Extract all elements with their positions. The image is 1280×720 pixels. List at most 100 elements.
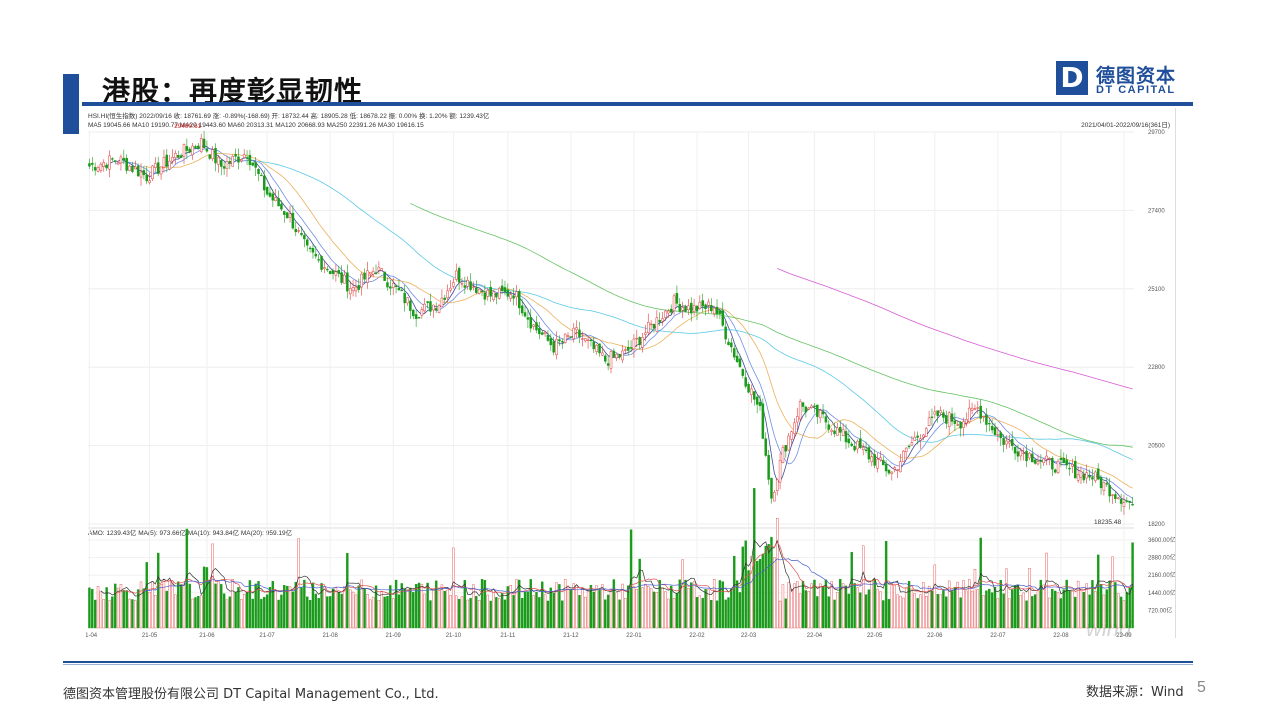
candle-body <box>1079 470 1083 478</box>
volume-bar <box>701 597 704 629</box>
candle-body <box>864 449 868 451</box>
candle-body <box>609 351 613 369</box>
candle-body <box>1048 457 1051 460</box>
axis-labels: 29700 27400 25100 22800 20500 18200 3600.00亿 28… <box>82 130 1176 639</box>
candle-body <box>707 301 710 306</box>
candle-body <box>156 162 160 174</box>
candle-body <box>93 167 97 171</box>
volume-bar <box>271 581 275 629</box>
volume-bar <box>916 598 919 629</box>
volume-bar <box>222 593 226 629</box>
volume-bar <box>841 583 845 629</box>
volume-bar <box>1039 579 1043 629</box>
candle-body <box>569 336 573 338</box>
candle-body <box>755 396 759 405</box>
volume-bar <box>136 589 140 629</box>
volume-bar <box>277 599 280 629</box>
volume-bar <box>475 595 478 629</box>
candle-body <box>681 307 684 311</box>
candle-body <box>985 414 988 425</box>
volume-bar <box>477 599 481 629</box>
candle-body <box>469 281 472 290</box>
volume-bar <box>1062 589 1065 629</box>
volume-bar <box>380 590 383 629</box>
volume-bar <box>859 592 862 629</box>
volume-bar <box>801 580 805 629</box>
volume-bar <box>194 597 197 629</box>
candle-body <box>1005 440 1008 445</box>
candle-body <box>1088 475 1091 478</box>
candle-body <box>850 443 853 446</box>
volume-bar <box>251 598 254 629</box>
volume-bar <box>412 592 415 629</box>
volume-bar <box>784 598 788 629</box>
price-tick-label: 18200 <box>1148 522 1165 528</box>
volume-bar <box>518 579 521 629</box>
candle-body <box>572 327 575 340</box>
price-tick-label: 25100 <box>1148 287 1165 293</box>
volume-bar <box>248 580 252 629</box>
candle-body <box>300 232 303 236</box>
volume-bar <box>1076 580 1080 629</box>
volume-bar <box>807 591 810 629</box>
volume-bar <box>1082 592 1086 629</box>
candle-body <box>615 354 618 359</box>
volume-bar <box>864 594 868 629</box>
volume-bar <box>546 600 550 629</box>
candle-body <box>847 438 851 444</box>
volume-bar <box>965 590 968 629</box>
candle-body <box>108 155 111 170</box>
volume-bar <box>300 587 303 629</box>
candle-body <box>134 166 137 170</box>
volume-bar <box>1105 589 1108 629</box>
candle-body <box>710 305 713 312</box>
candle-body <box>583 338 587 342</box>
volume-bar <box>111 596 114 629</box>
volume-bar <box>1022 592 1025 629</box>
candle-body <box>360 273 363 288</box>
candle-body <box>320 256 323 270</box>
volume-bar <box>730 588 733 629</box>
candle-body <box>990 425 994 431</box>
candle-body <box>343 274 346 284</box>
volume-bar <box>856 587 859 629</box>
volume-bar <box>910 588 914 629</box>
candle-body <box>217 156 220 165</box>
volume-bar <box>899 595 902 629</box>
candle-body <box>1028 453 1031 459</box>
candle-body <box>735 355 739 363</box>
volume-bar <box>850 551 853 629</box>
volume-bar <box>1005 568 1008 629</box>
volume-bar <box>913 593 916 629</box>
volume-bar <box>142 588 146 629</box>
candle-body <box>406 297 409 304</box>
volume-bar <box>334 587 338 629</box>
candle-body <box>721 310 725 326</box>
volume-bar <box>1114 582 1117 629</box>
volume-bar <box>197 595 200 629</box>
volume-bars <box>88 488 1134 629</box>
volume-bar <box>735 580 739 629</box>
candle-body <box>807 407 810 410</box>
date-tick-label: 21-10 <box>446 633 462 638</box>
candle-body <box>102 162 106 167</box>
volume-bar <box>1091 580 1094 629</box>
volume-bar <box>624 597 627 629</box>
volume-bar <box>578 595 581 629</box>
date-tick-label: 22-03 <box>741 633 757 638</box>
candle-body <box>222 166 226 169</box>
candle-body <box>1036 461 1040 465</box>
volume-bar <box>520 598 524 629</box>
volume-bar <box>179 584 183 629</box>
candle-body <box>265 187 269 195</box>
candle-body <box>624 349 627 351</box>
candle-body <box>730 342 733 348</box>
volume-bar <box>314 593 318 629</box>
candle-body <box>738 358 742 367</box>
volume-bar <box>558 584 561 629</box>
candle-body <box>796 416 799 423</box>
candle-body <box>830 429 833 432</box>
candle-body <box>211 149 214 160</box>
volume-bar <box>486 594 489 629</box>
candle-body <box>1111 494 1114 496</box>
